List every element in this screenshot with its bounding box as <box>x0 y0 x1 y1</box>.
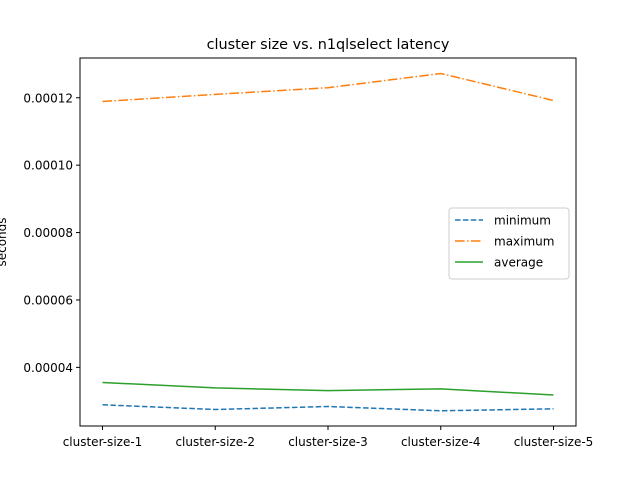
legend: minimum maximum average <box>448 207 570 280</box>
y-tick-label: 0.00012 <box>23 91 73 105</box>
legend-label-minimum: minimum <box>494 214 551 228</box>
y-tick-label: 0.00006 <box>23 293 73 307</box>
x-tick-label: cluster-size-2 <box>175 435 255 449</box>
series-line-maximum <box>102 72 554 103</box>
y-axis-label: seconds <box>0 217 9 266</box>
y-axis-ticks: 0.00004 0.00006 0.00008 0.00010 0.00012 <box>23 91 80 375</box>
x-tick-label: cluster-size-3 <box>288 435 368 449</box>
legend-label-maximum: maximum <box>494 235 554 249</box>
x-tick-label: cluster-size-5 <box>514 435 594 449</box>
x-tick-label: cluster-size-1 <box>63 435 143 449</box>
series-line-minimum <box>102 404 554 412</box>
y-tick-label: 0.00008 <box>23 226 73 240</box>
x-axis-ticks: cluster-size-1 cluster-size-2 cluster-size… <box>63 426 594 449</box>
chart-title: cluster size vs. n1qlselect latency <box>207 37 450 53</box>
x-tick-label: cluster-size-4 <box>401 435 481 449</box>
series-lines <box>102 72 554 412</box>
y-tick-label: 0.00004 <box>23 361 73 375</box>
series-line-average <box>102 381 554 396</box>
y-tick-label: 0.00010 <box>23 159 73 173</box>
legend-label-average: average <box>494 256 543 270</box>
